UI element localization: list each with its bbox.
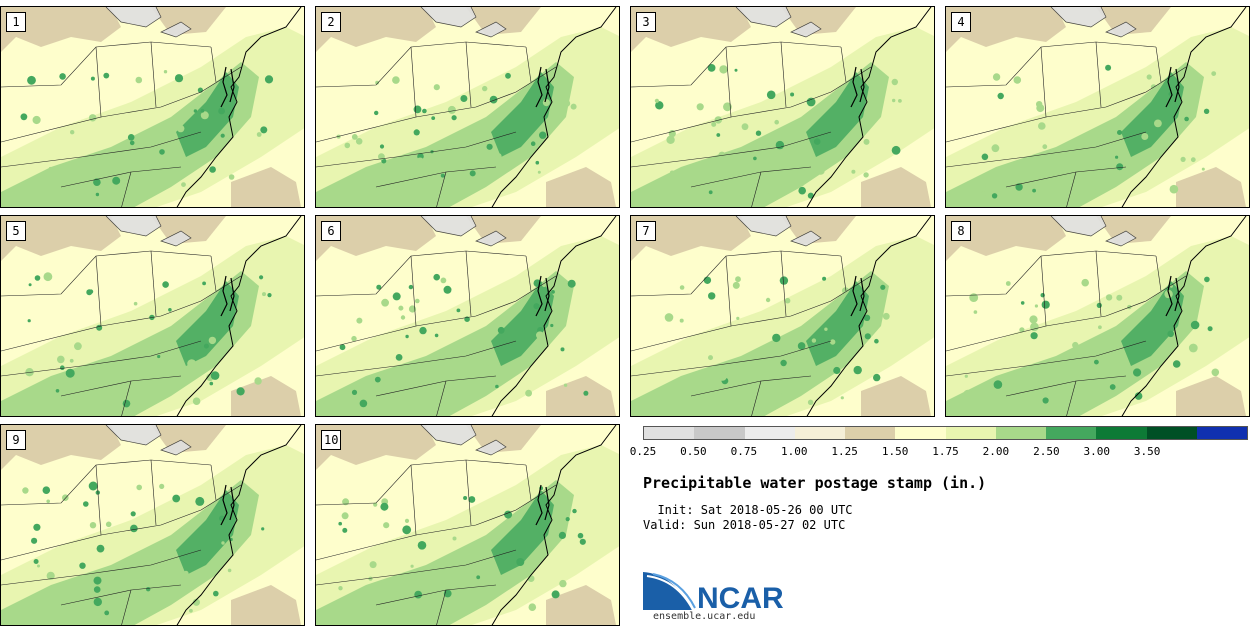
- colorbar-segment: [895, 427, 946, 439]
- colorbar-tick-label: 2.50: [1033, 445, 1060, 458]
- colorbar-segment: [794, 427, 845, 439]
- colorbar-tick-label: 0.25: [629, 445, 657, 458]
- member-number-label: 6: [321, 221, 341, 241]
- member-number-label: 1: [6, 12, 26, 32]
- colorbar-tick-label: 1.50: [881, 445, 909, 458]
- colorbar-segment: [1046, 427, 1097, 439]
- colorbar: [643, 426, 1248, 440]
- colorbar-tick-label: 0.50: [680, 445, 707, 458]
- member-number-label: 5: [6, 221, 26, 241]
- ensemble-member-panel-5: 5: [0, 215, 305, 417]
- precip-water-map: [1, 425, 304, 625]
- ensemble-member-panel-8: 8: [945, 215, 1250, 417]
- member-number-label: 2: [321, 12, 341, 32]
- ncar-logo-text: NCAR: [697, 582, 784, 614]
- colorbar-tick-label: 3.00: [1083, 445, 1111, 458]
- member-number-label: 3: [636, 12, 656, 32]
- colorbar-segment: [1096, 427, 1147, 439]
- colorbar-segment: [945, 427, 996, 439]
- member-number-label: 8: [951, 221, 971, 241]
- member-number-label: 4: [951, 12, 971, 32]
- colorbar-tick-label: 1.75: [932, 445, 959, 458]
- colorbar-segment: [644, 427, 695, 439]
- plot-title: Precipitable water postage stamp (in.): [643, 474, 987, 492]
- precip-water-map: [946, 7, 1249, 207]
- ensemble-member-panel-6: 6: [315, 215, 620, 417]
- ensemble-member-panel-1: 1: [0, 6, 305, 208]
- colorbar-segment: [995, 427, 1046, 439]
- init-time: Init: Sat 2018-05-26 00 UTC: [643, 503, 853, 517]
- colorbar-tick-label: 1.25: [831, 445, 858, 458]
- ensemble-member-panel-3: 3: [630, 6, 935, 208]
- ensemble-url: ensemble.ucar.edu: [653, 611, 756, 622]
- colorbar-segment: [1196, 427, 1247, 439]
- precip-water-map: [946, 216, 1249, 416]
- colorbar-segment: [1146, 427, 1197, 439]
- colorbar-segment: [694, 427, 745, 439]
- colorbar-tick-label: 1.00: [781, 445, 808, 458]
- ensemble-member-panel-7: 7: [630, 215, 935, 417]
- ensemble-member-panel-2: 2: [315, 6, 620, 208]
- precip-water-map: [631, 7, 934, 207]
- precip-water-map: [631, 216, 934, 416]
- colorbar-tick-label: 2.00: [982, 445, 1010, 458]
- colorbar-segment: [744, 427, 795, 439]
- precip-water-map: [1, 7, 304, 207]
- colorbar-tick-label: 0.75: [730, 445, 758, 458]
- precip-water-map: [316, 425, 619, 625]
- ensemble-member-panel-10: 10: [315, 424, 620, 626]
- valid-time: Valid: Sun 2018-05-27 02 UTC: [643, 518, 846, 532]
- ensemble-member-panel-9: 9: [0, 424, 305, 626]
- precip-water-map: [316, 7, 619, 207]
- ncar-logo: NCAR: [643, 572, 784, 614]
- member-number-label: 7: [636, 221, 656, 241]
- colorbar-tick-label: 3.50: [1133, 445, 1161, 458]
- precip-water-map: [1, 216, 304, 416]
- ensemble-member-panel-4: 4: [945, 6, 1250, 208]
- member-number-label: 9: [6, 430, 26, 450]
- colorbar-segment: [845, 427, 896, 439]
- member-number-label: 10: [321, 430, 342, 450]
- precip-water-map: [316, 216, 619, 416]
